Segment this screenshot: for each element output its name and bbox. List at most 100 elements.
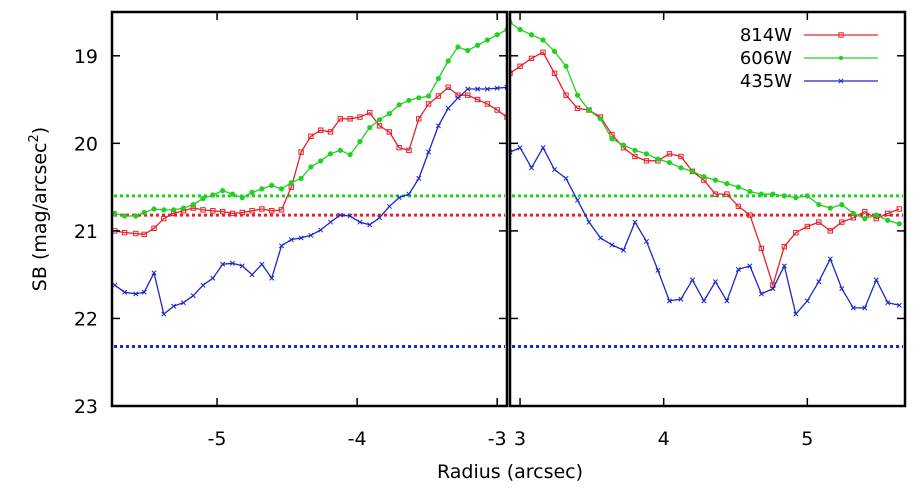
- data-point-435W: [747, 263, 753, 269]
- data-point-435W: [896, 302, 902, 308]
- data-point-814W: [133, 230, 139, 237]
- data-point-606W: [586, 107, 592, 113]
- data-point-435W: [327, 219, 334, 225]
- data-point-435W: [435, 123, 441, 129]
- data-point-435W: [712, 279, 718, 285]
- data-point-435W: [465, 86, 471, 92]
- data-point-814W: [563, 92, 569, 98]
- data-point-435W: [318, 227, 324, 233]
- data-point-435W: [484, 86, 490, 92]
- data-point-606W: [793, 195, 799, 201]
- y-axis-title-superscript: 2: [27, 134, 42, 142]
- data-point-435W: [643, 238, 650, 244]
- data-point-814W: [425, 101, 432, 107]
- data-point-435W: [689, 277, 695, 283]
- data-point-606W: [396, 102, 402, 108]
- data-point-814W: [896, 206, 902, 212]
- data-point-435W: [528, 165, 535, 171]
- panel-frame-1: [110, 10, 509, 408]
- data-point-606W: [620, 142, 627, 148]
- y-axis-title-close: ): [29, 127, 51, 134]
- data-point-606W: [259, 186, 265, 192]
- data-point-435W: [386, 203, 392, 209]
- legend-label-606W: 606W: [740, 48, 792, 69]
- data-point-814W: [712, 191, 719, 197]
- x-axis-title: Radius (arcsec): [437, 461, 583, 483]
- data-point-435W: [141, 289, 147, 295]
- data-point-814W: [347, 116, 353, 122]
- data-point-814W: [484, 101, 491, 107]
- data-point-606W: [804, 193, 810, 199]
- y-tick-label: 20: [74, 133, 98, 155]
- data-point-814W: [121, 229, 128, 236]
- data-point-435W: [229, 260, 236, 266]
- legend-marker: [838, 32, 844, 38]
- data-point-814W: [386, 129, 393, 135]
- data-point-435W: [220, 261, 226, 267]
- data-point-435W: [298, 235, 304, 241]
- data-point-606W: [885, 217, 891, 223]
- data-point-435W: [308, 232, 314, 238]
- data-point-435W: [133, 291, 139, 297]
- data-point-814W: [528, 55, 535, 62]
- data-point-606W: [850, 210, 856, 216]
- data-point-606W: [347, 152, 353, 158]
- data-point-435W: [563, 175, 569, 181]
- data-point-606W: [239, 195, 245, 201]
- data-point-606W: [666, 159, 673, 166]
- y-tick-label: 22: [74, 308, 98, 330]
- data-point-606W: [190, 202, 196, 208]
- data-point-606W: [445, 58, 451, 64]
- data-point-435W: [827, 256, 833, 262]
- data-point-814W: [278, 207, 285, 213]
- data-point-435W: [510, 149, 513, 155]
- x-tick-label: -3: [488, 428, 507, 450]
- data-point-606W: [151, 206, 157, 212]
- data-point-606W: [318, 158, 324, 164]
- data-point-814W: [885, 210, 891, 217]
- data-point-606W: [161, 207, 167, 213]
- x-tick-label: -5: [208, 428, 227, 450]
- data-point-606W: [781, 193, 787, 199]
- data-point-435W: [337, 212, 343, 218]
- data-point-435W: [180, 300, 186, 306]
- series-line-814W: [114, 86, 507, 236]
- data-point-435W: [151, 270, 157, 276]
- data-point-435W: [873, 277, 879, 283]
- data-point-814W: [416, 116, 422, 122]
- data-point-606W: [455, 44, 461, 50]
- data-point-814W: [494, 107, 500, 113]
- data-point-435W: [862, 305, 868, 311]
- data-point-814W: [781, 243, 788, 250]
- data-point-606W: [416, 95, 422, 101]
- data-point-606W: [484, 37, 490, 43]
- data-point-606W: [609, 136, 615, 142]
- data-point-435W: [632, 219, 638, 225]
- data-point-814W: [406, 147, 412, 154]
- data-point-435W: [190, 293, 196, 299]
- data-point-606W: [122, 213, 128, 219]
- data-point-814W: [337, 116, 344, 122]
- data-point-435W: [816, 279, 822, 285]
- data-point-435W: [620, 247, 627, 253]
- data-point-435W: [112, 282, 118, 288]
- x-tick-label: -4: [348, 428, 367, 450]
- data-point-606W: [563, 63, 569, 69]
- data-point-814W: [839, 219, 845, 225]
- x-tick-label: 4: [658, 428, 670, 450]
- data-point-814W: [210, 208, 216, 214]
- data-point-606W: [758, 191, 764, 197]
- data-point-814W: [141, 231, 147, 238]
- data-point-606W: [689, 168, 696, 174]
- data-point-606W: [327, 151, 334, 157]
- legend-marker: [838, 55, 844, 61]
- data-point-435W: [426, 149, 432, 155]
- data-point-435W: [161, 311, 167, 317]
- data-point-814W: [574, 105, 581, 112]
- data-point-435W: [885, 300, 891, 306]
- data-point-435W: [200, 282, 206, 288]
- data-point-606W: [816, 202, 822, 208]
- data-point-606W: [367, 124, 373, 131]
